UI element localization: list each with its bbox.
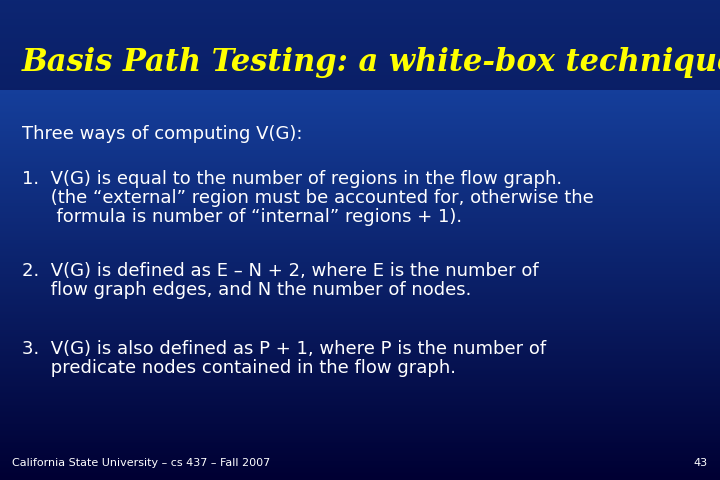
Text: Basis Path Testing: a white-box technique: Basis Path Testing: a white-box techniqu… <box>22 47 720 77</box>
Text: 3.  V(G) is also defined as P + 1, where P is the number of: 3. V(G) is also defined as P + 1, where … <box>22 340 546 358</box>
Text: (the “external” region must be accounted for, otherwise the: (the “external” region must be accounted… <box>22 189 594 207</box>
Text: formula is number of “internal” regions + 1).: formula is number of “internal” regions … <box>22 208 462 226</box>
Text: Three ways of computing V(G):: Three ways of computing V(G): <box>22 125 302 143</box>
Text: California State University – cs 437 – Fall 2007: California State University – cs 437 – F… <box>12 458 270 468</box>
Text: 1.  V(G) is equal to the number of regions in the flow graph.: 1. V(G) is equal to the number of region… <box>22 170 562 188</box>
Bar <box>0 0 720 90</box>
Text: flow graph edges, and N the number of nodes.: flow graph edges, and N the number of no… <box>22 281 472 299</box>
Text: 2.  V(G) is defined as E – N + 2, where E is the number of: 2. V(G) is defined as E – N + 2, where E… <box>22 262 539 280</box>
Text: 43: 43 <box>694 458 708 468</box>
Text: predicate nodes contained in the flow graph.: predicate nodes contained in the flow gr… <box>22 359 456 377</box>
